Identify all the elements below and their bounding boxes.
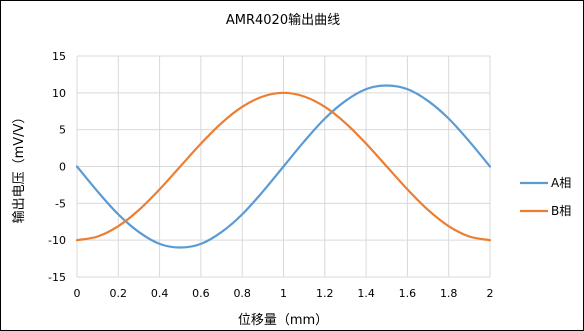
x-tick-label: 0.4: [151, 287, 169, 300]
x-tick-label: 1.6: [399, 287, 417, 300]
y-tick-label: -15: [48, 271, 66, 284]
tick-labels: 0 0.2 0.4 0.6 0.8 1 1.2 1.4 1.6 1.8 2 15 10 5 0 -5 -10 -1…: [48, 50, 493, 300]
chart-title: AMR4020输出曲线: [226, 12, 340, 28]
series-line-a: [75, 84, 492, 249]
y-tick-label: 0: [59, 161, 66, 174]
y-tick-label: -10: [48, 234, 66, 247]
x-tick-label: 0.8: [233, 287, 251, 300]
legend-label: A相: [551, 176, 571, 190]
x-tick-label: 2: [487, 287, 494, 300]
series-line-b: [75, 91, 492, 242]
y-tick-label: 5: [59, 124, 66, 137]
legend: A相 B相: [520, 176, 571, 218]
x-axis-title: 位移量（mm）: [238, 313, 328, 328]
x-tick-label: 1.2: [316, 287, 334, 300]
x-tick-label: 1.4: [357, 287, 375, 300]
plot-series: [75, 84, 492, 249]
y-axis-title: 输出电压（mV/V）: [11, 111, 27, 224]
x-tick-label: 0.6: [192, 287, 210, 300]
y-tick-label: 10: [52, 87, 66, 100]
y-tick-label: 15: [52, 50, 66, 63]
y-tick-label: -5: [55, 197, 66, 210]
legend-label: B相: [551, 204, 571, 218]
x-tick-label: 1.8: [440, 287, 458, 300]
x-tick-label: 0.2: [110, 287, 128, 300]
x-tick-label: 0: [74, 287, 81, 300]
x-tick-label: 1: [280, 287, 287, 300]
